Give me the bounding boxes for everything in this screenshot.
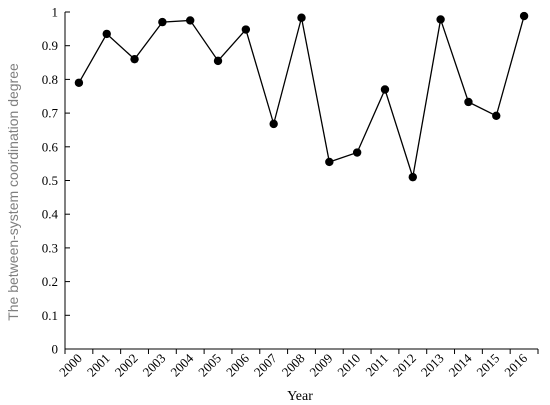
data-point (325, 157, 334, 167)
x-tick-label: 2016 (501, 350, 530, 379)
data-point (158, 17, 167, 27)
data-point (74, 78, 84, 87)
x-tick-label: 2011 (362, 351, 391, 380)
data-point (519, 11, 529, 21)
data-point (130, 54, 139, 64)
y-tick-label: 0.6 (42, 139, 59, 154)
data-point (297, 13, 306, 22)
x-tick-label: 2007 (251, 350, 280, 379)
y-tick-label: 0 (52, 342, 59, 357)
x-tick-label: 2003 (140, 351, 169, 380)
y-tick-label: 0.1 (42, 308, 58, 323)
y-tick-label: 0.5 (42, 173, 58, 188)
data-point (408, 172, 417, 182)
x-tick-label: 2009 (306, 351, 335, 380)
data-point (380, 85, 390, 94)
y-tick-label: 0.9 (42, 38, 58, 53)
y-tick-label: 0.2 (42, 274, 58, 289)
x-tick-label: 2000 (56, 351, 85, 380)
x-tick-label: 2014 (446, 350, 475, 379)
x-tick-label: 2008 (279, 351, 308, 380)
x-tick-label: 2005 (195, 351, 224, 380)
x-axis-title: Year (287, 389, 313, 404)
y-tick-label: 1 (52, 5, 59, 20)
x-tick-label: 2010 (334, 351, 363, 380)
y-tick-label: 0.3 (42, 240, 58, 255)
data-point (492, 111, 501, 120)
y-tick-label: 0.8 (42, 72, 58, 87)
series (74, 11, 529, 182)
x-tick-label: 2004 (167, 350, 196, 379)
x-tick-label: 2012 (390, 351, 419, 380)
data-point (464, 97, 473, 107)
y-tick-label: 0.7 (42, 106, 59, 121)
data-point (436, 15, 445, 24)
y-axis-title: The between-system coordination degree (5, 63, 21, 321)
y-axis-ticks: 0 0.1 0.2 0.3 0.4 0.5 0.6 0.7 0.8 0.9 1 (42, 5, 70, 357)
data-point (269, 119, 278, 129)
data-point (352, 148, 362, 157)
x-tick-label: 2001 (84, 351, 113, 380)
data-point (241, 25, 251, 34)
data-point (186, 16, 195, 25)
series-line (78, 15, 525, 178)
x-tick-label: 2015 (473, 351, 502, 380)
y-tick-label: 0.4 (42, 207, 59, 222)
data-point (102, 29, 111, 39)
x-tick-label: 2006 (223, 350, 252, 379)
x-axis-ticks: 2000200120022003200420052006200720082009… (56, 349, 539, 380)
data-point (213, 56, 223, 66)
x-tick-label: 2002 (112, 351, 141, 380)
x-tick-label: 2013 (418, 351, 447, 380)
